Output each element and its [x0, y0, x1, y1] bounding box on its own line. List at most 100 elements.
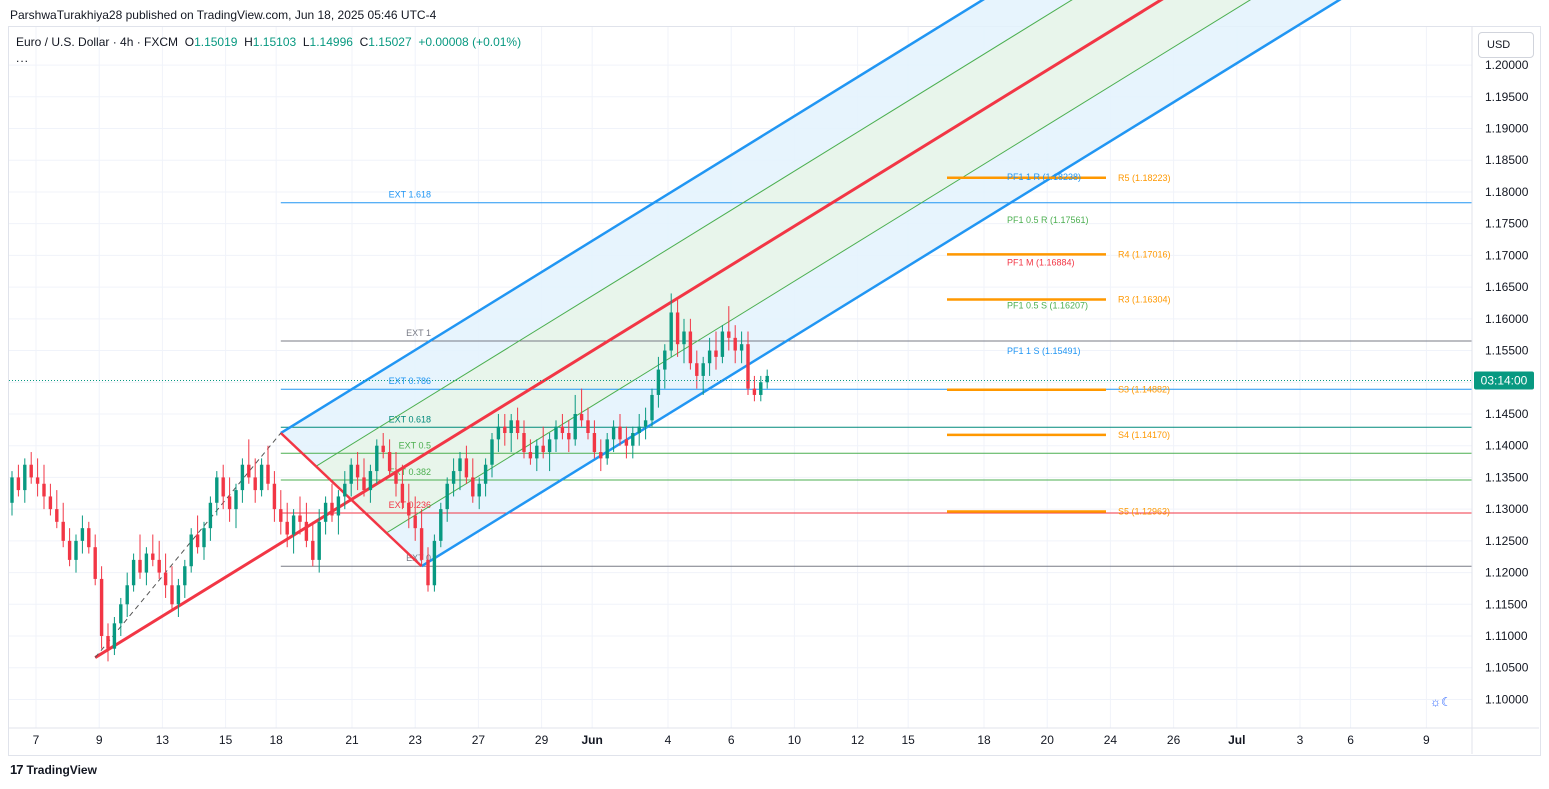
time-tick-label: 6	[1347, 733, 1354, 747]
publisher-line: ParshwaTurakhiya28 published on TradingV…	[10, 8, 437, 22]
candle-body	[298, 515, 302, 522]
pivot-label: R5 (1.18223)	[1118, 173, 1171, 183]
candle-body	[266, 464, 270, 484]
candle-body	[10, 477, 14, 503]
candle-body	[240, 464, 245, 491]
time-tick-label: 24	[1104, 733, 1118, 747]
footer-brand[interactable]: 17 TradingView	[10, 762, 97, 777]
price-tick-label: 1.14500	[1485, 407, 1529, 421]
candle-body	[29, 464, 33, 478]
ext-level-label: EXT 0.5	[399, 440, 431, 450]
candle-body	[349, 464, 353, 484]
candle-body	[247, 464, 251, 478]
candle-body	[35, 477, 40, 484]
candle-body	[362, 477, 366, 491]
candle-body	[554, 426, 558, 440]
candle-body	[599, 452, 603, 459]
candle-body	[323, 502, 328, 522]
pitchfork-handle-line	[279, 432, 423, 568]
price-tick-label: 1.11000	[1485, 629, 1528, 643]
candle-body	[55, 509, 59, 522]
footer-brand-text: TradingView	[26, 762, 97, 777]
candle-body	[176, 585, 181, 605]
tradingview-logo-icon: 17	[10, 762, 24, 777]
symbol-title[interactable]: Euro / U.S. Dollar · 4h · FXCM	[16, 35, 179, 49]
time-tick-label: Jul	[1228, 733, 1245, 747]
theme-toggle-icon[interactable]: ☼☾	[1430, 695, 1452, 709]
candle-body	[605, 439, 609, 459]
pivot-label: S5 (1.12963)	[1118, 506, 1170, 516]
candle-body	[330, 502, 334, 516]
price-tick-label: 1.18000	[1485, 185, 1529, 199]
close-label: C	[359, 35, 369, 49]
candle-body	[631, 433, 635, 446]
time-tick-label: 27	[472, 733, 486, 747]
candle-body	[375, 445, 379, 472]
candle-body	[592, 433, 597, 453]
candle-body	[624, 439, 629, 446]
pivot-label: S3 (1.14882)	[1118, 385, 1170, 395]
candle-body	[227, 496, 232, 510]
candle-body	[458, 458, 462, 472]
candle-body	[144, 553, 149, 573]
time-tick-label: 12	[851, 733, 865, 747]
currency-button[interactable]: USD	[1478, 32, 1534, 58]
price-tick-label: 1.16500	[1485, 280, 1529, 294]
candle-body	[547, 439, 552, 453]
candle-body	[99, 578, 104, 637]
candle-body	[355, 464, 360, 478]
candle-body	[643, 420, 648, 427]
price-tick-label: 1.17000	[1485, 248, 1529, 262]
candle-body	[343, 483, 347, 497]
countdown-label: 03:14:00	[1481, 374, 1528, 388]
candle-body	[381, 445, 385, 453]
candle-body	[675, 312, 680, 345]
price-tick-label: 1.12500	[1485, 534, 1529, 548]
time-tick-label: 23	[409, 733, 423, 747]
time-tick-label: 15	[901, 733, 915, 747]
candle-body	[74, 540, 78, 560]
pivot-label: R4 (1.17016)	[1118, 249, 1171, 259]
candle-body	[304, 521, 309, 541]
candle-body	[112, 623, 117, 649]
candle-body	[413, 515, 417, 529]
pitchfork-level-label: PF1 1 S (1.15491)	[1007, 346, 1081, 356]
candle-body	[234, 490, 238, 510]
chart-frame	[8, 26, 1541, 756]
candle-body	[515, 420, 520, 434]
pivot-label: R3 (1.16304)	[1118, 295, 1171, 305]
pitchfork-inner-upper	[315, 0, 1073, 467]
candle-body	[93, 547, 97, 579]
candle-body	[509, 420, 513, 434]
time-tick-label: 9	[96, 733, 103, 747]
candle-body	[67, 540, 72, 560]
candle-body	[752, 388, 757, 395]
candle-body	[151, 553, 155, 560]
candle-body	[714, 350, 718, 357]
time-tick-label: 13	[156, 733, 170, 747]
pitchfork-level-label: PF1 0.5 S (1.16207)	[1007, 301, 1088, 311]
candle-body	[477, 483, 481, 497]
candle-body	[746, 344, 750, 389]
candle-body	[80, 528, 85, 541]
more-indicators-button[interactable]: ...	[16, 51, 30, 65]
pivot-label: S4 (1.14170)	[1118, 430, 1170, 440]
ext-level-label: EXT 1	[406, 328, 431, 338]
candle-body	[682, 331, 686, 345]
price-tick-label: 1.17500	[1485, 217, 1529, 231]
pitchfork-level-label: PF1 1 R (1.18238)	[1007, 172, 1081, 182]
candle-body	[688, 331, 693, 364]
ext-level-label: EXT 0.786	[389, 376, 431, 386]
time-tick-label: 7	[33, 733, 40, 747]
pitchfork-level-label: PF1 M (1.16884)	[1007, 258, 1075, 268]
time-tick-label: 18	[269, 733, 283, 747]
candle-body	[720, 331, 725, 357]
candle-body	[426, 559, 430, 586]
candle-body	[579, 413, 584, 421]
open-value: 1.15019	[194, 35, 238, 49]
time-tick-label: 9	[1423, 733, 1430, 747]
price-tick-label: 1.18500	[1485, 153, 1529, 167]
candle-body	[656, 369, 661, 395]
candle-body	[279, 509, 283, 522]
